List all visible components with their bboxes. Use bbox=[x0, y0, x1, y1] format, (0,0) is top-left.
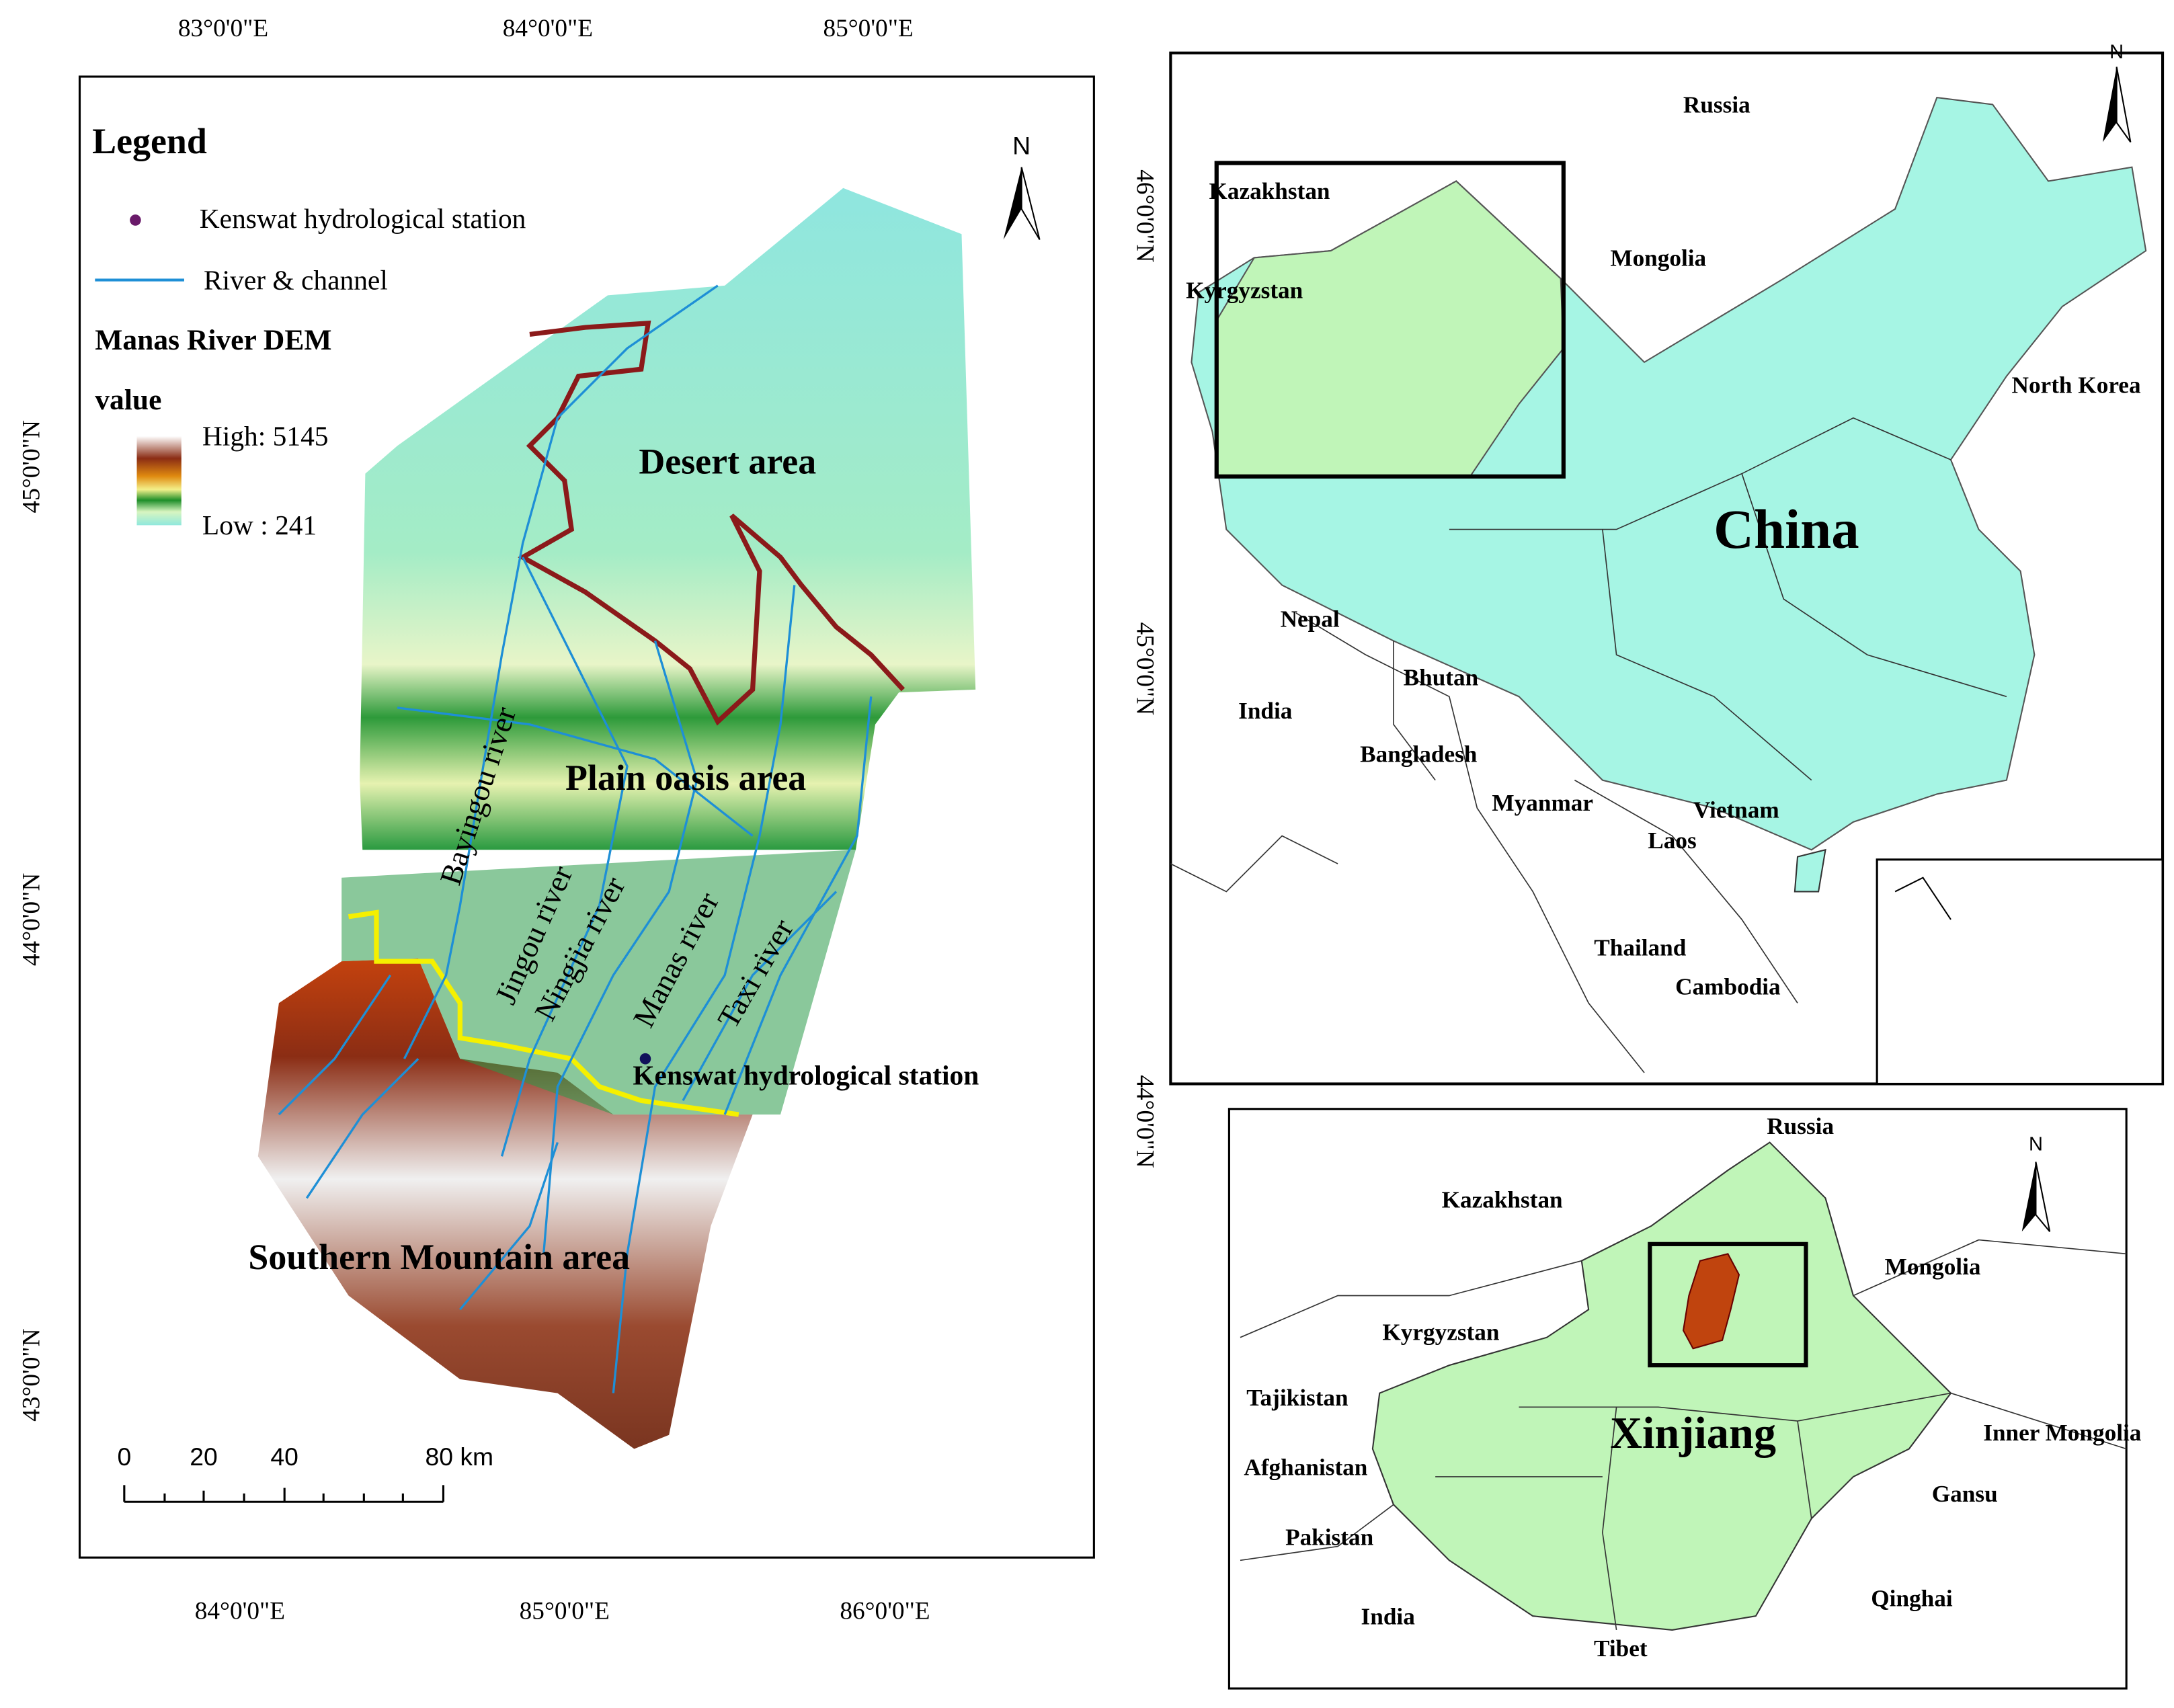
station-marker bbox=[639, 1053, 651, 1065]
legend-dem-subtitle: value bbox=[95, 384, 161, 416]
region-label: India bbox=[1361, 1603, 1416, 1629]
region-label: Gansu bbox=[1932, 1481, 1998, 1507]
lat-label: 44°0'0"N bbox=[1131, 1075, 1158, 1168]
country-label: Bhutan bbox=[1404, 665, 1479, 691]
north-label: N bbox=[1012, 132, 1031, 160]
xinjiang-extent-box bbox=[1214, 161, 1566, 479]
legend-dem-ramp bbox=[136, 436, 182, 526]
scale-label: 0 bbox=[117, 1442, 131, 1471]
region-label: Tajikistan bbox=[1246, 1385, 1348, 1411]
hainan bbox=[1794, 848, 1826, 893]
scale-label: 80 km bbox=[426, 1442, 494, 1471]
north-arrow bbox=[2035, 1162, 2051, 1232]
north-label: N bbox=[2029, 1133, 2043, 1155]
lon-label: 83°0'0"E bbox=[178, 15, 268, 42]
lon-label: 86°0'0"E bbox=[840, 1598, 930, 1625]
basin-upper bbox=[360, 188, 976, 850]
area-label: Plain oasis area bbox=[565, 758, 806, 798]
region-label: Qinghai bbox=[1871, 1585, 1953, 1611]
country-label: India bbox=[1238, 698, 1293, 724]
region-label: Russia bbox=[1767, 1113, 1834, 1139]
basin-mountain bbox=[257, 958, 753, 1449]
legend-river: River & channel bbox=[204, 264, 388, 295]
scale-label: 20 bbox=[190, 1442, 218, 1471]
legend-title: Legend bbox=[92, 121, 207, 161]
mountain-boundary bbox=[348, 909, 739, 1117]
country-label: Russia bbox=[1683, 92, 1750, 118]
map-title: Xinjiang bbox=[1610, 1409, 1776, 1458]
country-label: Vietnam bbox=[1693, 797, 1779, 823]
borders bbox=[1170, 417, 2007, 1073]
rivers bbox=[278, 284, 873, 1393]
legend-dem-title: Manas River DEM bbox=[95, 324, 331, 356]
legend-station-symbol bbox=[130, 214, 141, 226]
country-label: Bangladesh bbox=[1360, 741, 1478, 767]
study-area-box bbox=[1648, 1242, 1808, 1368]
lat-label: 46°0'0"N bbox=[1131, 169, 1158, 262]
lat-label: 44°0'0"N bbox=[18, 873, 46, 966]
scale-bar bbox=[123, 1485, 445, 1503]
lon-label: 84°0'0"E bbox=[195, 1598, 285, 1625]
station-label: Kenswat hydrological station bbox=[633, 1060, 979, 1091]
lat-label: 43°0'0"N bbox=[18, 1328, 46, 1421]
main-map: 83°0'0"E 84°0'0"E 85°0'0"E 84°0'0"E 85°0… bbox=[18, 15, 1095, 1625]
inset-islands bbox=[1894, 877, 1951, 920]
basin-foothill bbox=[341, 850, 856, 1115]
area-label: Desert area bbox=[639, 442, 816, 482]
inset-frame bbox=[1876, 858, 2164, 1086]
country-label: Thailand bbox=[1594, 935, 1686, 961]
lat-label: 45°0'0"N bbox=[18, 420, 46, 513]
north-arrow bbox=[2116, 67, 2132, 143]
lon-label: 85°0'0"E bbox=[520, 1598, 610, 1625]
north-arrow bbox=[1020, 167, 1041, 241]
region-label: Inner Mongolia bbox=[1983, 1420, 2142, 1446]
area-label: Southern Mountain area bbox=[248, 1237, 630, 1277]
desert-boundary bbox=[518, 320, 905, 726]
lon-label: 85°0'0"E bbox=[823, 15, 913, 42]
country-label: Kazakhstan bbox=[1209, 178, 1330, 204]
north-label: N bbox=[2109, 41, 2124, 63]
country-label: Myanmar bbox=[1492, 790, 1593, 816]
region-label: Mongolia bbox=[1885, 1254, 1981, 1280]
country-label: Mongolia bbox=[1610, 245, 1706, 272]
country-label: Laos bbox=[1648, 827, 1696, 854]
region-label: Tibet bbox=[1594, 1635, 1648, 1662]
region-label: Pakistan bbox=[1285, 1524, 1374, 1550]
country-label: North Korea bbox=[2012, 372, 2141, 398]
region-label: Kazakhstan bbox=[1442, 1187, 1563, 1213]
china-map: N 46°0'0"N 45°0'0"N 44°0'0"N China Russi… bbox=[1131, 41, 2165, 1168]
region-label: Kyrgyzstan bbox=[1382, 1319, 1500, 1346]
legend-high: High: 5145 bbox=[202, 420, 329, 451]
xinjiang-map: N Xinjiang Russia Kazakhstan Mongolia Ky… bbox=[1227, 1108, 2142, 1690]
country-label: Cambodia bbox=[1675, 974, 1781, 1000]
legend-station: Kenswat hydrological station bbox=[200, 203, 526, 234]
north-arrow bbox=[1003, 167, 1022, 240]
lat-label: 45°0'0"N bbox=[1131, 622, 1158, 715]
borders bbox=[1240, 1239, 2127, 1631]
study-area bbox=[1682, 1253, 1740, 1350]
legend-low: Low : 241 bbox=[202, 510, 317, 540]
country-label: Kyrgyzstan bbox=[1186, 277, 1303, 303]
country-label: Nepal bbox=[1281, 606, 1340, 632]
lon-label: 84°0'0"E bbox=[503, 15, 593, 42]
scale-label: 40 bbox=[270, 1442, 298, 1471]
map-title: China bbox=[1714, 498, 1859, 560]
region-label: Afghanistan bbox=[1244, 1455, 1367, 1481]
